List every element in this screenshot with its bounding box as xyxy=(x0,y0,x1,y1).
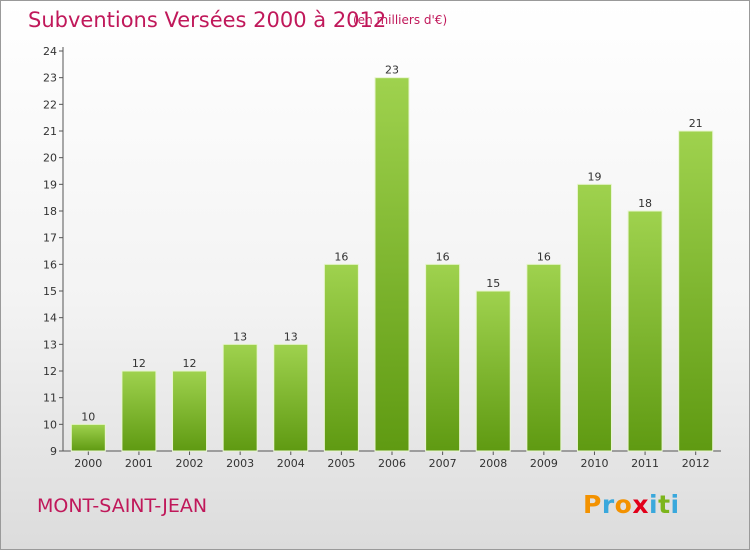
data-label: 16 xyxy=(334,250,348,263)
data-label: 19 xyxy=(587,170,601,183)
data-label: 16 xyxy=(436,250,450,263)
x-tick-label: 2000 xyxy=(74,457,102,470)
y-tick-label: 19 xyxy=(43,178,57,191)
commune-name: MONT-SAINT-JEAN xyxy=(37,495,208,517)
bar xyxy=(576,183,612,452)
bar xyxy=(172,370,208,452)
bar xyxy=(425,263,461,452)
x-tick-label: 2010 xyxy=(580,457,608,470)
y-tick-label: 9 xyxy=(50,445,57,458)
y-tick-label: 14 xyxy=(43,312,57,325)
x-tick-label: 2007 xyxy=(429,457,457,470)
data-label: 21 xyxy=(689,117,703,130)
bar xyxy=(70,423,106,452)
data-label: 23 xyxy=(385,64,399,77)
logo-letter: P xyxy=(583,490,602,519)
y-tick-label: 18 xyxy=(43,205,57,218)
bar xyxy=(323,263,359,452)
y-tick-label: 12 xyxy=(43,365,57,378)
y-tick-label: 16 xyxy=(43,258,57,271)
chart-title: Subventions Versées 2000 à 2012 xyxy=(28,8,387,32)
data-label: 12 xyxy=(132,357,146,370)
data-label: 16 xyxy=(537,250,551,263)
bar xyxy=(374,77,410,452)
data-label: 10 xyxy=(81,410,95,423)
logo-letter: i xyxy=(649,490,659,519)
x-tick-label: 2001 xyxy=(125,457,153,470)
x-tick-label: 2012 xyxy=(682,457,710,470)
bar xyxy=(121,370,157,452)
data-label: 13 xyxy=(284,330,298,343)
y-tick-label: 24 xyxy=(43,45,57,58)
data-label: 13 xyxy=(233,330,247,343)
bar xyxy=(475,290,511,452)
y-tick-label: 22 xyxy=(43,98,57,111)
x-tick-label: 2009 xyxy=(530,457,558,470)
y-tick-label: 20 xyxy=(43,152,57,165)
x-tick-label: 2008 xyxy=(479,457,507,470)
logo-letter: r xyxy=(601,490,615,519)
y-tick-label: 11 xyxy=(43,392,57,405)
x-tick-label: 2005 xyxy=(327,457,355,470)
y-tick-label: 15 xyxy=(43,285,57,298)
y-tick-label: 10 xyxy=(43,418,57,431)
bar xyxy=(222,343,258,452)
x-tick-label: 2002 xyxy=(176,457,204,470)
y-tick-label: 21 xyxy=(43,125,57,138)
bar xyxy=(627,210,663,452)
x-tick-label: 2003 xyxy=(226,457,254,470)
y-tick-label: 13 xyxy=(43,338,57,351)
data-label: 12 xyxy=(183,357,197,370)
y-tick-label: 17 xyxy=(43,232,57,245)
bar xyxy=(678,130,714,452)
x-tick-label: 2006 xyxy=(378,457,406,470)
logo-letter: x xyxy=(632,490,649,519)
bar xyxy=(273,343,309,452)
data-label: 15 xyxy=(486,277,500,290)
logo-letter: i xyxy=(670,490,680,519)
x-tick-label: 2004 xyxy=(277,457,305,470)
bar xyxy=(526,263,562,452)
chart-units: (en milliers d'€) xyxy=(353,13,448,27)
y-tick-label: 23 xyxy=(43,72,57,85)
data-label: 18 xyxy=(638,197,652,210)
logo-letter: t xyxy=(658,490,671,519)
logo-letter: o xyxy=(614,490,633,519)
proxiti-logo: Proxiti xyxy=(583,490,680,519)
x-tick-label: 2011 xyxy=(631,457,659,470)
